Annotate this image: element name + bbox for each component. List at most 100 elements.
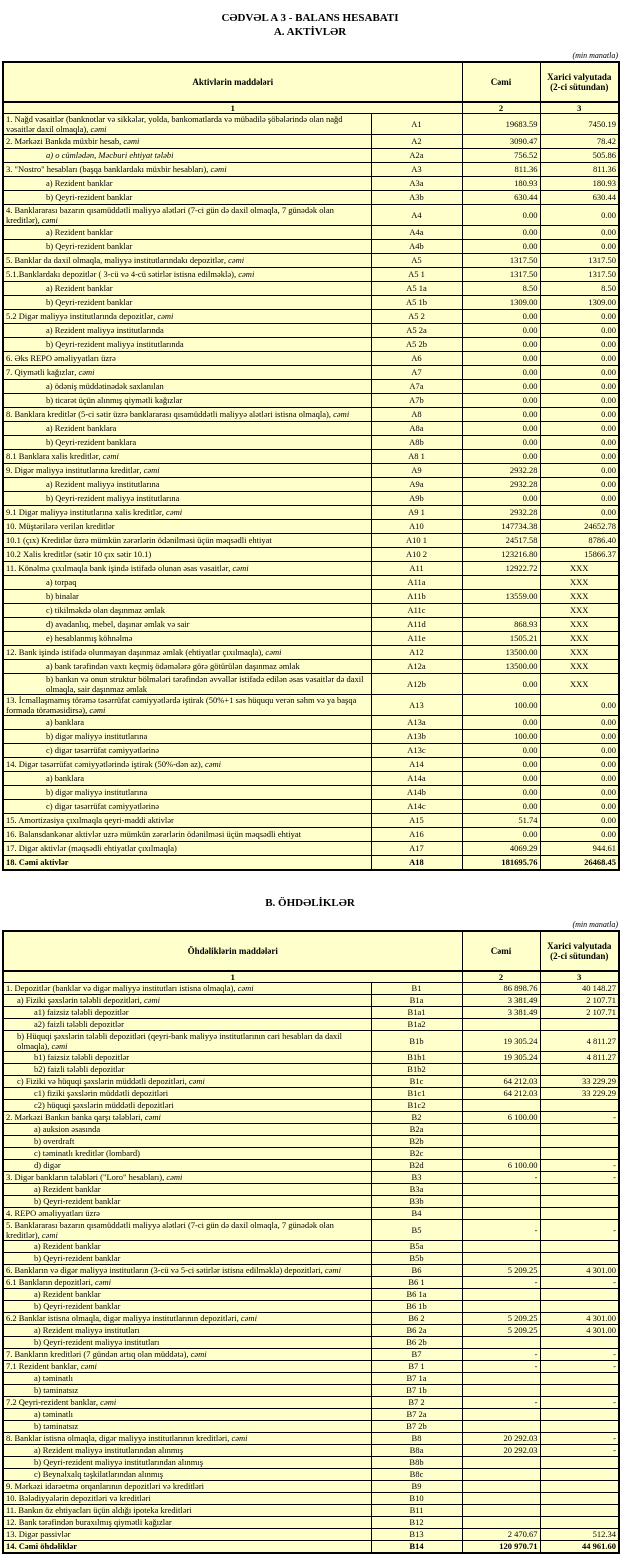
value-cell-input[interactable]	[539, 1479, 620, 1493]
value-cell-input[interactable]	[539, 1098, 620, 1112]
value-cell-input[interactable]	[461, 1017, 541, 1031]
value-cell-input[interactable]	[461, 1479, 541, 1493]
value-cell-input[interactable]: 7450.19	[539, 112, 620, 135]
value-cell-input[interactable]	[539, 1515, 620, 1529]
value-cell-input[interactable]	[461, 1407, 541, 1421]
value-cell-input[interactable]	[539, 1194, 620, 1208]
value-cell: 24517.58	[461, 532, 541, 548]
value-cell-input[interactable]	[461, 1515, 541, 1529]
row-code: B9	[370, 1479, 463, 1493]
value-cell-input[interactable]	[461, 1134, 541, 1148]
value-cell-input[interactable]: 33 229.29	[539, 1086, 620, 1100]
value-cell-input[interactable]: 756.52	[461, 147, 541, 163]
value-cell: 4 811.27	[539, 1029, 620, 1052]
value-cell-input[interactable]	[539, 1371, 620, 1385]
value-cell-input[interactable]	[539, 1062, 620, 1076]
value-cell-input[interactable]	[539, 1467, 620, 1481]
value-cell-input[interactable]	[461, 1503, 541, 1517]
value-cell-input[interactable]	[461, 1182, 541, 1196]
value-cell-input[interactable]: 51.74	[461, 812, 541, 828]
value-cell-input[interactable]: 868.93	[461, 616, 541, 632]
value-cell-input[interactable]	[539, 1146, 620, 1160]
value-cell-input[interactable]	[461, 1335, 541, 1349]
value-cell-input[interactable]	[539, 1287, 620, 1301]
value-cell-input[interactable]: 13559.00	[461, 588, 541, 604]
value-cell-input[interactable]	[539, 1134, 620, 1148]
value-cell-input[interactable]: 5 209.25	[461, 1323, 541, 1337]
value-cell-input[interactable]	[461, 1383, 541, 1397]
value-cell-input[interactable]	[539, 1017, 620, 1031]
value-cell-input[interactable]: 4 301.00	[539, 1323, 620, 1337]
value-cell-input[interactable]	[461, 1122, 541, 1136]
row-code: A5 1a	[370, 280, 463, 296]
liabilities-items-header: Öhdəliklərin maddələri	[2, 930, 463, 972]
value-cell-input[interactable]	[461, 1455, 541, 1469]
value-cell-input[interactable]	[539, 1251, 620, 1265]
table-row: c) təminatlı kreditlər (lombard) B2c	[2, 1146, 620, 1160]
row-label: a) Rezident banklara	[2, 420, 372, 436]
value-cell-input[interactable]	[461, 1239, 541, 1253]
value-cell-input[interactable]: -	[539, 1158, 620, 1172]
row-code: A12	[370, 644, 463, 660]
value-cell-input[interactable]	[539, 1335, 620, 1349]
value-cell-input[interactable]	[461, 1251, 541, 1265]
row-label-text: 10.2 Xalis kreditlər (sətir 10 çıx sətir…	[6, 549, 152, 560]
value-cell-input[interactable]	[461, 1098, 541, 1112]
value-cell-input[interactable]	[539, 1122, 620, 1136]
value-cell: 147734.38	[461, 518, 541, 534]
value-cell-input[interactable]	[539, 1491, 620, 1505]
value-cell-input[interactable]: 505.86	[539, 147, 620, 163]
row-label-text: b) Qeyri-rezident banklara	[46, 437, 137, 448]
value-cell-input[interactable]	[461, 574, 541, 590]
value-cell: 3 381.49	[461, 993, 541, 1007]
value-cell-input[interactable]: 3 381.49	[461, 1005, 541, 1019]
value-cell-input[interactable]	[461, 1299, 541, 1313]
value-cell-input[interactable]: 64 212.03	[461, 1086, 541, 1100]
row-code: B1b1	[370, 1050, 463, 1064]
value-cell-input[interactable]	[461, 1467, 541, 1481]
table-row: 2. Mərkəzi Bankın banka qarşı tələbləri,…	[2, 1110, 620, 1124]
row-label-text: b) bankın və onun struktur bölmələri tər…	[46, 673, 364, 694]
value-cell-input[interactable]	[461, 1194, 541, 1208]
value-cell-input[interactable]: 19683.59	[461, 112, 541, 135]
value-cell-input[interactable]	[539, 1455, 620, 1469]
row-label-text: b) təminatsız	[34, 1421, 79, 1432]
value-cell-input[interactable]	[461, 1419, 541, 1433]
value-cell: 0.00	[461, 364, 541, 380]
value-cell-input[interactable]	[461, 1287, 541, 1301]
row-code: A9 1	[370, 504, 463, 520]
value-cell-input[interactable]	[461, 602, 541, 618]
row-code: A10 2	[370, 546, 463, 562]
row-code: A13c	[370, 742, 463, 758]
value-cell-input[interactable]	[539, 1407, 620, 1421]
value-cell-input[interactable]: 19 305.24	[461, 1050, 541, 1064]
value-cell-input[interactable]	[461, 1371, 541, 1385]
row-label-text: 7.2 Qeyri-rezident banklar	[6, 1397, 96, 1408]
value-cell-input[interactable]	[539, 1206, 620, 1220]
value-cell-input[interactable]	[461, 1146, 541, 1160]
value-cell-input[interactable]	[539, 1503, 620, 1517]
value-cell-input[interactable]	[461, 1062, 541, 1076]
row-label-italic: , cəmi	[206, 164, 227, 175]
value-cell: 2932.28	[461, 504, 541, 520]
value-cell-input[interactable]: 78.42	[539, 133, 620, 149]
value-cell-input[interactable]: 3090.47	[461, 133, 541, 149]
row-code: B8c	[370, 1467, 463, 1481]
row-label: b) ticarət üçün alınmış qiymətli kağızla…	[2, 392, 372, 408]
value-cell: XXX	[539, 574, 620, 590]
value-cell-input[interactable]: 1505.21	[461, 630, 541, 646]
value-cell-input[interactable]	[539, 1383, 620, 1397]
value-cell-input[interactable]	[461, 1206, 541, 1220]
row-label-text: 1. Depozitlər (banklar və digər maliyyə …	[6, 983, 234, 994]
value-cell-input[interactable]	[461, 1491, 541, 1505]
value-cell-input[interactable]: 2 107.71	[539, 1005, 620, 1019]
value-cell-input[interactable]: 6 100.00	[461, 1158, 541, 1172]
value-cell-input[interactable]	[539, 1299, 620, 1313]
value-cell-input[interactable]	[539, 1239, 620, 1253]
table-row: b) Qeyri-rezident banklar B6 1b	[2, 1299, 620, 1313]
value-cell-input[interactable]: -	[539, 1443, 620, 1457]
value-cell-input[interactable]: 4 811.27	[539, 1050, 620, 1064]
value-cell-input[interactable]: 20 292.03	[461, 1443, 541, 1457]
value-cell-input[interactable]	[539, 1182, 620, 1196]
value-cell-input[interactable]	[539, 1419, 620, 1433]
